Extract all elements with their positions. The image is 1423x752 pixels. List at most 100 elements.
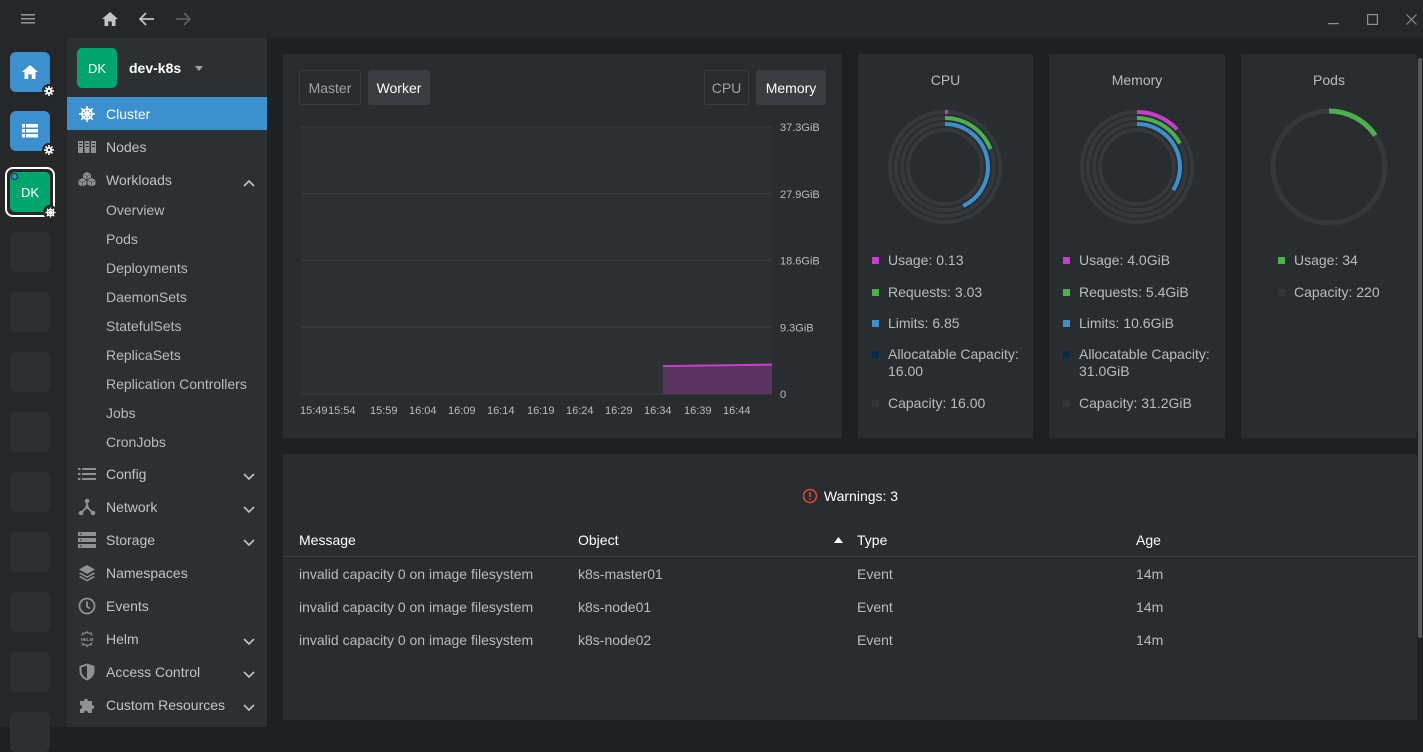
sidebar-item-helm[interactable]: HELM Helm (67, 622, 267, 655)
legend-swatch (872, 320, 879, 327)
chevron-down-icon (243, 468, 255, 484)
row-age: 14m (1136, 632, 1163, 648)
sidebar-item-config[interactable]: Config (67, 457, 267, 490)
x-tick-label: 15:54 (328, 405, 356, 417)
scrollbar-thumb[interactable] (1418, 58, 1422, 638)
menu-icon[interactable] (14, 0, 42, 38)
hotbar-cluster-dev-k8s[interactable]: DK (5, 167, 55, 217)
chevron-down-icon (243, 666, 255, 682)
clock-icon (78, 597, 96, 615)
hotbar-empty-slot[interactable] (10, 712, 50, 752)
chevron-up-icon (243, 174, 255, 190)
y-tick-label: 37.3GiB (780, 122, 820, 134)
title-bar (0, 0, 1423, 38)
sidebar-subitem-cronjobs[interactable]: CronJobs (106, 427, 166, 456)
x-tick-label: 16:04 (409, 405, 437, 417)
sidebar-item-access-control[interactable]: Access Control (67, 655, 267, 688)
helm-wheel-icon (43, 205, 57, 219)
chevron-down-icon (243, 501, 255, 517)
sidebar-item-label: Nodes (106, 139, 146, 155)
x-tick-label: 16:14 (487, 405, 515, 417)
close-icon[interactable] (1400, 0, 1422, 38)
sidebar-subitem-replication-controllers[interactable]: Replication Controllers (106, 369, 247, 398)
hotbar: DK (0, 38, 67, 727)
storage-icon (78, 531, 96, 549)
back-arrow-icon[interactable] (136, 0, 158, 38)
maximize-icon[interactable] (1361, 0, 1383, 38)
cluster-selector[interactable]: DK dev-k8s (77, 48, 257, 88)
sidebar-subitem-jobs[interactable]: Jobs (106, 398, 136, 427)
legend-swatch (1063, 289, 1070, 296)
sidebar-subitem-overview[interactable]: Overview (106, 195, 164, 224)
sidebar-item-workloads[interactable]: Workloads (67, 163, 267, 196)
pods-card: Pods Usage: 34 Capacity: 220 (1241, 54, 1417, 438)
hotbar-home[interactable] (10, 52, 50, 92)
sidebar-item-namespaces[interactable]: Namespaces (67, 556, 267, 589)
row-message: invalid capacity 0 on image filesystem (299, 566, 533, 582)
chevron-down-icon (243, 699, 255, 715)
sidebar-subitem-pods[interactable]: Pods (106, 224, 138, 253)
sidebar-item-cluster[interactable]: Cluster (67, 97, 267, 130)
helm-wheel-icon (78, 105, 96, 123)
error-icon (802, 488, 818, 504)
column-header-age[interactable]: Age (1136, 532, 1161, 548)
sidebar-item-events[interactable]: Events (67, 589, 267, 622)
home-icon[interactable] (98, 0, 122, 38)
memory-donut-chart (1076, 106, 1198, 228)
layers-icon (78, 564, 96, 582)
column-header-message[interactable]: Message (299, 532, 356, 548)
y-tick-label: 18.6GiB (780, 256, 820, 268)
caret-down-icon (195, 66, 203, 71)
warnings-panel: Warnings: 3 Message Object Type Age inva… (283, 454, 1417, 720)
sidebar-subitem-daemonsets[interactable]: DaemonSets (106, 282, 187, 311)
minimize-icon[interactable] (1322, 0, 1344, 38)
hotbar-empty-slot[interactable] (10, 472, 50, 512)
sidebar-item-label: Workloads (106, 172, 172, 188)
legend-swatch (1278, 257, 1285, 264)
sidebar-item-label: Custom Resources (106, 697, 225, 713)
legend-swatch (872, 400, 879, 407)
card-title: Pods (1241, 72, 1417, 88)
hotbar-empty-slot[interactable] (10, 292, 50, 332)
forward-arrow-icon[interactable] (172, 0, 194, 38)
hotbar-empty-slot[interactable] (10, 652, 50, 692)
row-age: 14m (1136, 599, 1163, 615)
chevron-down-icon (243, 633, 255, 649)
ring-track (1100, 130, 1174, 204)
hotbar-empty-slot[interactable] (10, 232, 50, 272)
hotbar-catalog[interactable] (10, 111, 50, 151)
sidebar-subitem-statefulsets[interactable]: StatefulSets (106, 311, 182, 340)
sidebar-item-label: Config (106, 466, 146, 482)
hotbar-empty-slot[interactable] (10, 592, 50, 632)
x-tick-label: 16:19 (527, 405, 555, 417)
column-header-type[interactable]: Type (857, 532, 887, 548)
sidebar-subitem-deployments[interactable]: Deployments (106, 253, 188, 282)
sidebar-item-network[interactable]: Network (67, 490, 267, 523)
hotbar-empty-slot[interactable] (10, 532, 50, 572)
column-header-object[interactable]: Object (578, 532, 618, 548)
sidebar-item-label: Helm (106, 631, 139, 647)
sidebar-item-label: Cluster (106, 106, 150, 122)
sidebar-item-storage[interactable]: Storage (67, 523, 267, 556)
legend-swatch (872, 257, 879, 264)
sidebar-item-nodes[interactable]: Nodes (67, 130, 267, 163)
sort-asc-icon[interactable] (834, 537, 843, 543)
nodes-icon (78, 138, 96, 156)
x-tick-label: 15:49 (300, 405, 328, 417)
sidebar-subitem-replicasets[interactable]: ReplicaSets (106, 340, 181, 369)
sidebar-item-custom-resources[interactable]: Custom Resources (67, 688, 267, 721)
legend-swatch (872, 351, 879, 358)
sidebar-item-label: Namespaces (106, 565, 188, 581)
legend-swatch (1063, 320, 1070, 327)
sidebar-item-label: Access Control (106, 664, 200, 680)
card-title: CPU (858, 72, 1033, 88)
network-icon (78, 498, 96, 516)
hotbar-empty-slot[interactable] (10, 412, 50, 452)
cpu-card: CPU Usage: 0.13 Requests: 3.03 Limits: 6… (858, 54, 1033, 438)
hotbar-empty-slot[interactable] (10, 352, 50, 392)
gear-icon (42, 84, 56, 98)
